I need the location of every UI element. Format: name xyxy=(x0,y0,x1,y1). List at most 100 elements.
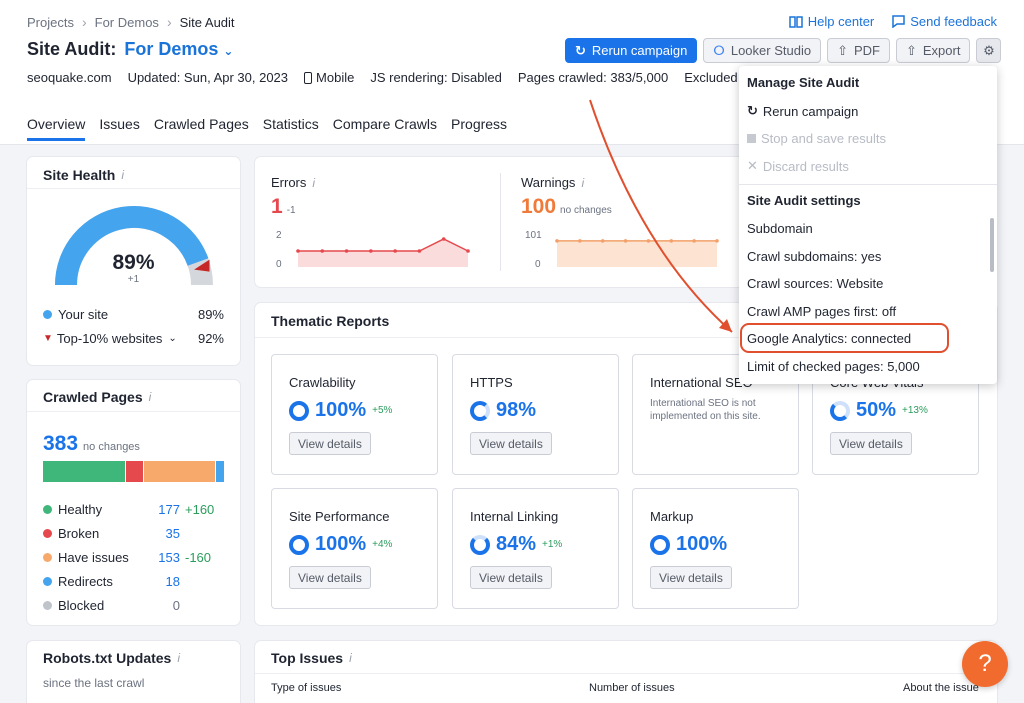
legend-dot xyxy=(43,576,52,586)
sparkline-point[interactable] xyxy=(623,239,628,243)
help-chat-button[interactable]: ? xyxy=(962,641,1008,687)
legend-delta: +160 xyxy=(185,501,215,517)
warnings-value[interactable]: 100 xyxy=(521,195,557,218)
pdf-button[interactable]: ⇧ PDF xyxy=(827,38,890,63)
send-feedback-link[interactable]: Send feedback xyxy=(892,14,997,29)
warnings-summary: 100 no changes xyxy=(521,195,612,219)
project-selector[interactable]: For Demos ⌄ xyxy=(124,39,233,60)
top10-marker-icon xyxy=(194,259,210,272)
menu-google-analytics[interactable]: Google Analytics: connected xyxy=(747,331,912,346)
report-card-crawlability[interactable]: Crawlability 100% +5% View details xyxy=(271,354,438,475)
site-health-delta: +1 xyxy=(127,274,140,285)
tab-overview[interactable]: Overview xyxy=(27,116,86,141)
view-details-button[interactable]: View details xyxy=(470,432,552,455)
sparkline-point[interactable] xyxy=(715,239,719,243)
legend-value[interactable]: 153 xyxy=(158,549,180,565)
legend-value[interactable]: 35 xyxy=(165,525,180,541)
menu-manage-heading: Manage Site Audit xyxy=(747,75,860,90)
crawled-pages-title: Crawled Pages xyxy=(43,389,143,405)
view-details-button[interactable]: View details xyxy=(830,432,912,455)
menu-rerun-campaign[interactable]: ↻ Rerun campaign xyxy=(747,103,858,119)
sparkline-point[interactable] xyxy=(417,249,422,253)
menu-crawl-sources[interactable]: Crawl sources: Website xyxy=(747,276,884,291)
looker-studio-button[interactable]: ⵔ Looker Studio xyxy=(703,38,822,63)
crawled-total-value[interactable]: 383 xyxy=(43,432,79,455)
help-center-link[interactable]: Help center xyxy=(789,14,874,29)
sparkline-point[interactable] xyxy=(578,239,582,243)
legend-value[interactable]: 18 xyxy=(165,573,180,589)
view-details-button[interactable]: View details xyxy=(289,432,371,455)
legend-label: Blocked xyxy=(58,597,105,613)
legend-value[interactable]: 177 xyxy=(158,501,180,517)
view-details-button[interactable]: View details xyxy=(289,566,371,589)
info-icon[interactable]: i xyxy=(581,175,585,190)
info-icon[interactable]: i xyxy=(349,651,352,665)
menu-scrollbar[interactable] xyxy=(990,218,994,272)
breadcrumb: Projects › For Demos › Site Audit xyxy=(27,14,235,30)
report-score: 50% +13% xyxy=(830,399,928,422)
progress-ring-icon xyxy=(830,400,850,421)
sparkline-point[interactable] xyxy=(692,239,696,243)
tab-crawled-pages[interactable]: Crawled Pages xyxy=(153,116,249,132)
sparkline-point[interactable] xyxy=(669,239,674,243)
crawled-total-note: no changes xyxy=(83,441,140,453)
audit-meta: seoquake.com Updated: Sun, Apr 30, 2023 … xyxy=(27,70,738,85)
bar-segment-broken[interactable] xyxy=(126,461,143,482)
tab-progress[interactable]: Progress xyxy=(451,116,508,132)
tab-compare-crawls[interactable]: Compare Crawls xyxy=(332,116,438,132)
crawled-pages-bar xyxy=(43,461,224,482)
report-score: 100% xyxy=(650,533,727,556)
sparkline-point[interactable] xyxy=(320,249,325,253)
report-card-internal-linking[interactable]: Internal Linking 84% +1% View details xyxy=(452,488,619,609)
sparkline-point[interactable] xyxy=(393,249,397,253)
sparkline-point[interactable] xyxy=(555,239,559,243)
bar-segment-redirects[interactable] xyxy=(215,461,224,482)
bar-segment-have-issues[interactable] xyxy=(143,461,215,482)
info-icon[interactable]: i xyxy=(177,651,181,665)
device-label: Mobile xyxy=(316,70,355,85)
site-health-gauge xyxy=(55,206,213,286)
breadcrumb-project[interactable]: For Demos xyxy=(94,14,159,30)
view-details-button[interactable]: View details xyxy=(470,566,552,589)
sparkline-point[interactable] xyxy=(466,249,470,253)
sparkline-point[interactable] xyxy=(646,239,651,243)
sparkline-point[interactable] xyxy=(344,249,349,253)
breadcrumb-projects[interactable]: Projects xyxy=(27,14,74,30)
info-icon[interactable]: i xyxy=(148,390,152,404)
errors-label: Errors xyxy=(271,175,307,190)
pdf-label: PDF xyxy=(853,43,880,58)
report-name: Markup xyxy=(650,509,694,524)
divider xyxy=(27,188,240,189)
errors-value[interactable]: 1 xyxy=(271,195,283,218)
sparkline-point[interactable] xyxy=(369,249,373,253)
sparkline-point[interactable] xyxy=(600,239,605,243)
sparkline-point[interactable] xyxy=(296,249,300,253)
bar-segment-healthy[interactable] xyxy=(43,461,126,482)
top10-label: Top-10% websites xyxy=(56,331,163,346)
tab-issues[interactable]: Issues xyxy=(99,116,140,132)
menu-page-limit[interactable]: Limit of checked pages: 5,000 xyxy=(747,359,920,374)
report-score: 100% +4% xyxy=(289,533,392,556)
tab-statistics[interactable]: Statistics xyxy=(262,116,319,132)
report-card-markup[interactable]: Markup 100% View details xyxy=(632,488,799,609)
send-feedback-label: Send feedback xyxy=(910,14,997,29)
export-button[interactable]: ⇧ Export xyxy=(895,38,971,63)
progress-ring-icon xyxy=(470,400,490,421)
info-icon[interactable]: i xyxy=(121,168,125,182)
view-details-button[interactable]: View details xyxy=(650,566,732,589)
report-card-site-performance[interactable]: Site Performance 100% +4% View details xyxy=(271,488,438,609)
stop-icon xyxy=(747,134,756,143)
report-card-https[interactable]: HTTPS 98% View details xyxy=(452,354,619,475)
menu-crawl-amp[interactable]: Crawl AMP pages first: off xyxy=(747,304,897,319)
sparkline-point[interactable] xyxy=(441,237,446,241)
info-icon[interactable]: i xyxy=(312,175,316,190)
top10-selector[interactable]: Top-10% websites ⌄ xyxy=(57,331,177,346)
gauge-fill xyxy=(55,206,209,286)
breadcrumb-separator-icon: › xyxy=(166,14,172,30)
settings-button[interactable]: ⚙ xyxy=(976,38,1002,63)
top-links: Help center Send feedback xyxy=(789,14,997,29)
rerun-campaign-button[interactable]: ↻ Rerun campaign xyxy=(565,38,698,63)
thematic-reports-title: Thematic Reports xyxy=(271,313,390,329)
menu-subdomain[interactable]: Subdomain xyxy=(747,221,813,236)
menu-crawl-subdomains[interactable]: Crawl subdomains: yes xyxy=(747,249,882,264)
